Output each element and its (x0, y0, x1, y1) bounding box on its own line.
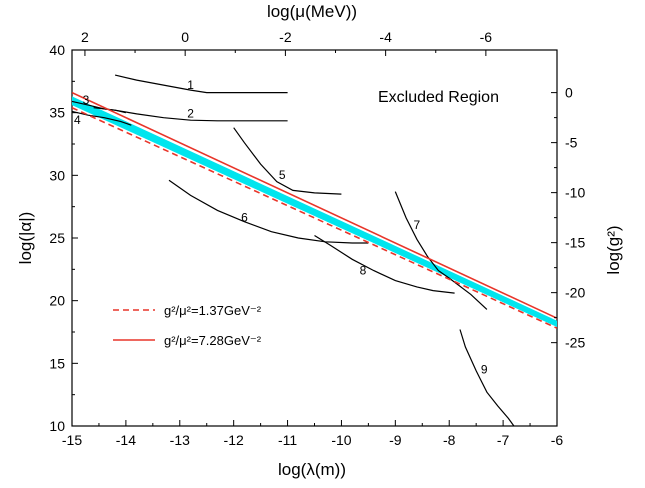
series-line-solid (72, 91, 557, 319)
curve-label-4: 4 (74, 113, 81, 127)
y-tick-label: 25 (49, 230, 65, 246)
x-tick-label: -6 (551, 432, 564, 448)
x-tick-label: -8 (443, 432, 456, 448)
y-axis-title: log(|α|) (16, 212, 35, 265)
constraint-curve-6 (168, 179, 369, 244)
x2-tick-label: 0 (181, 29, 189, 45)
y2-tick-label: 0 (565, 85, 573, 101)
y-tick-label: 35 (49, 105, 65, 121)
y-tick-label: 10 (49, 418, 65, 434)
constraint-curve-5 (233, 127, 342, 195)
curve-label-3: 3 (83, 93, 90, 107)
x-tick-label: -7 (497, 432, 510, 448)
y2-tick-label: -25 (565, 335, 585, 351)
y2-tick-label: -5 (565, 135, 578, 151)
x-axis-title: log(λ(m)) (278, 460, 346, 479)
y2-axis-title: log(g²) (604, 225, 623, 274)
curve-label-9: 9 (481, 362, 488, 376)
x2-tick-label: -2 (279, 29, 292, 45)
curve-label-6: 6 (241, 211, 248, 225)
legend-label-solid: g²/μ²=7.28GeV⁻² (164, 333, 262, 348)
constraint-curve-7 (394, 191, 488, 310)
curve-label-2: 2 (187, 107, 194, 121)
excluded-region-annotation: Excluded Region (378, 89, 499, 106)
y-tick-label: 40 (49, 42, 65, 58)
x-tick-label: -15 (62, 432, 82, 448)
constraint-curve-3 (72, 100, 127, 114)
x2-tick-label: -4 (379, 29, 392, 45)
constraint-curve-1 (114, 74, 288, 94)
legend: g²/μ²=1.37GeV⁻² g²/μ²=7.28GeV⁻² (113, 303, 262, 348)
y2-tick-label: -10 (565, 185, 585, 201)
x-tick-label: -10 (331, 432, 351, 448)
y2-tick-label: -15 (565, 235, 585, 251)
curve-label-5: 5 (279, 168, 286, 182)
x-tick-label: -11 (278, 432, 297, 448)
x2-axis-title: log(μ(MeV)) (267, 2, 357, 21)
y-tick-label: 15 (49, 355, 65, 371)
plot-frame (71, 49, 558, 427)
y2-tick-label: -20 (565, 285, 585, 301)
curve-label-8: 8 (360, 263, 367, 277)
y-tick-label: 20 (49, 293, 65, 309)
series-line-dashed (72, 106, 557, 329)
constraint-curve-9 (459, 329, 515, 426)
x-tick-label: -12 (224, 432, 244, 448)
curve-label-1: 1 (187, 78, 194, 92)
x-tick-label: -13 (170, 432, 190, 448)
curve-label-7: 7 (414, 218, 421, 232)
x2-tick-label: 2 (81, 29, 89, 45)
x2-tick-label: -6 (480, 29, 493, 45)
cyan-band (72, 96, 557, 328)
y-tick-label: 30 (49, 167, 65, 183)
constraint-curve-8 (314, 234, 455, 294)
legend-label-dashed: g²/μ²=1.37GeV⁻² (164, 303, 262, 318)
x-tick-label: -14 (116, 432, 136, 448)
constraint-curve-4 (72, 110, 132, 126)
x-tick-label: -9 (389, 432, 402, 448)
